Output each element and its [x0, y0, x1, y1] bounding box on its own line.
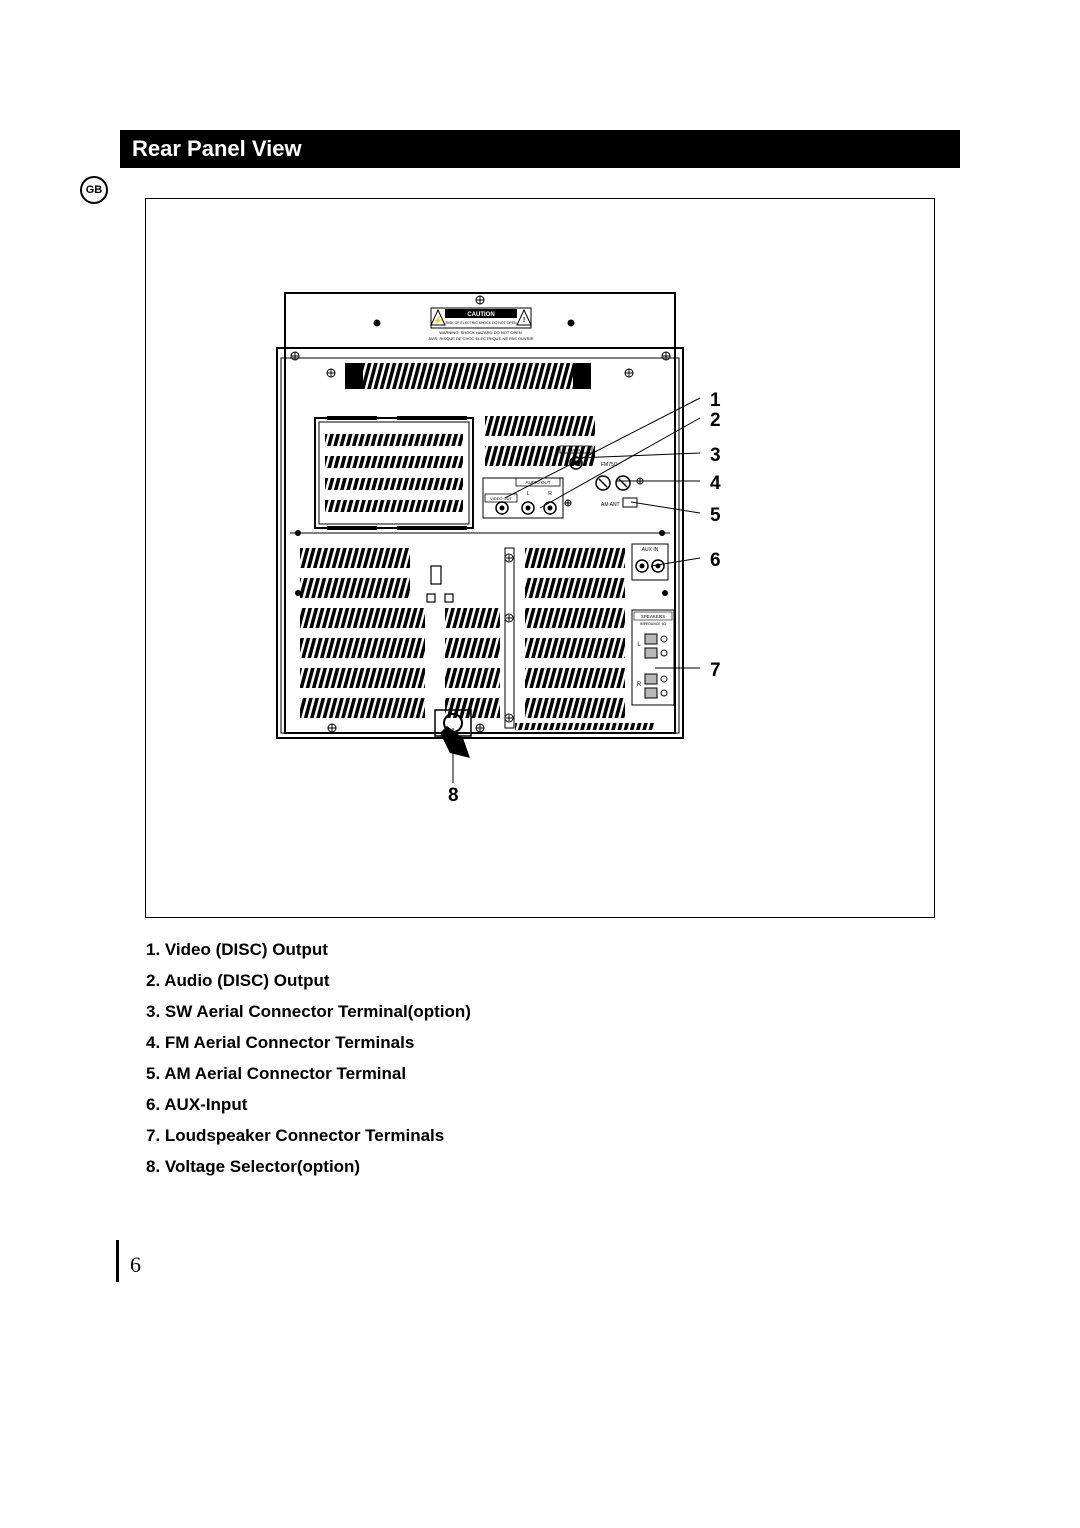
- svg-text:!: !: [523, 317, 525, 324]
- callout-1: 1: [710, 390, 721, 412]
- svg-text:WARNING: SHOCK HAZARD-DO NOT O: WARNING: SHOCK HAZARD-DO NOT OPEN.: [439, 330, 523, 335]
- legend-item: 1. Video (DISC) Output: [146, 940, 746, 960]
- rear-panel-diagram: CAUTION RISK OF ELECTRIC SHOCK DO NOT OP…: [145, 198, 935, 918]
- callout-4: 4: [710, 473, 721, 495]
- page-number: 6: [130, 1252, 141, 1278]
- svg-text:L: L: [527, 491, 530, 497]
- svg-text:VIDEO OUT: VIDEO OUT: [490, 496, 513, 501]
- svg-text:S/W OUT: S/W OUT: [567, 448, 585, 453]
- legend-item: 7. Loudspeaker Connector Terminals: [146, 1126, 746, 1146]
- legend-item: 4. FM Aerial Connector Terminals: [146, 1033, 746, 1053]
- legend-item: 8. Voltage Selector(option): [146, 1157, 746, 1177]
- svg-text:CAUTION: CAUTION: [467, 312, 494, 318]
- svg-text:AVIS: RISQUE DE CHOC ELECTRIQU: AVIS: RISQUE DE CHOC ELECTRIQUE-NE PAS O…: [429, 336, 534, 341]
- callout-7: 7: [710, 660, 721, 682]
- legend-item: 6. AUX-Input: [146, 1095, 746, 1115]
- callout-3: 3: [710, 445, 721, 467]
- callout-6: 6: [710, 550, 721, 572]
- callout-5: 5: [710, 505, 721, 527]
- callout-8: 8: [448, 785, 459, 807]
- legend-list: 1. Video (DISC) Output 2. Audio (DISC) O…: [146, 940, 746, 1188]
- page-number-divider: [116, 1240, 119, 1282]
- legend-item: 3. SW Aerial Connector Terminal(option): [146, 1002, 746, 1022]
- svg-text:AUX IN: AUX IN: [642, 547, 659, 553]
- svg-text:SPEAKERS: SPEAKERS: [641, 614, 665, 619]
- language-badge: GB: [80, 176, 108, 204]
- section-title: Rear Panel View: [120, 130, 960, 168]
- svg-text:⚡: ⚡: [433, 315, 443, 325]
- legend-item: 5. AM Aerial Connector Terminal: [146, 1064, 746, 1084]
- svg-text:L: L: [637, 642, 641, 648]
- svg-text:RISK OF ELECTRIC SHOCK DO NOT: RISK OF ELECTRIC SHOCK DO NOT OPEN: [445, 321, 517, 325]
- svg-text:IMPEDANCE 6Ω: IMPEDANCE 6Ω: [640, 622, 667, 626]
- svg-text:FM75Ω: FM75Ω: [601, 462, 618, 468]
- svg-text:R: R: [637, 682, 642, 688]
- svg-text:R: R: [548, 491, 552, 497]
- legend-item: 2. Audio (DISC) Output: [146, 971, 746, 991]
- callout-2: 2: [710, 410, 721, 432]
- svg-text:AM ANT: AM ANT: [601, 502, 620, 508]
